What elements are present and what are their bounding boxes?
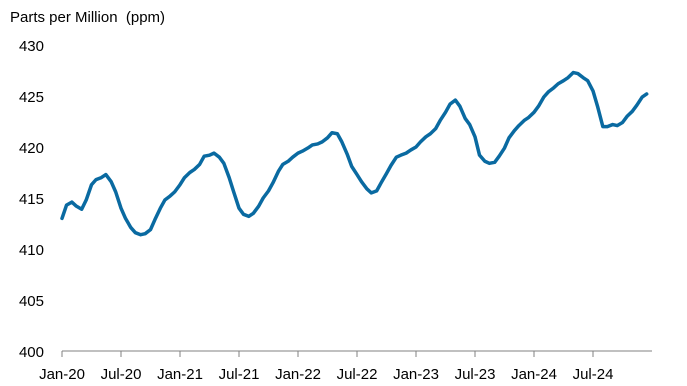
y-axis-unit-label: Parts per Million (ppm) bbox=[10, 9, 166, 26]
x-tick-label: Jan-21 bbox=[157, 366, 203, 383]
x-tick-labels: Jan-20 Jul-20 Jan-21 Jul-21 Jan-22 Jul-22 Jan-… bbox=[39, 366, 613, 383]
x-tick-label: Jul-20 bbox=[101, 366, 142, 383]
x-tick-label: Jan-24 bbox=[511, 366, 557, 383]
y-tick-label: 405 bbox=[19, 293, 44, 310]
x-tick-label: Jul-23 bbox=[455, 366, 496, 383]
co2-series-line bbox=[60, 70, 649, 237]
x-tick-label: Jul-21 bbox=[219, 366, 260, 383]
y-tick-label: 425 bbox=[19, 89, 44, 106]
x-tick-label: Jan-23 bbox=[393, 366, 439, 383]
y-tick-label: 410 bbox=[19, 242, 44, 259]
x-tick-label: Jan-20 bbox=[39, 366, 85, 383]
y-tick-label: 420 bbox=[19, 140, 44, 157]
x-tick-label: Jul-22 bbox=[337, 366, 378, 383]
y-tick-labels: 400 405 410 415 420 425 430 bbox=[19, 38, 44, 361]
x-tick-label: Jan-22 bbox=[275, 366, 321, 383]
y-tick-label: 400 bbox=[19, 344, 44, 361]
axes bbox=[61, 350, 652, 357]
y-tick-label: 430 bbox=[19, 38, 44, 55]
y-tick-label: 415 bbox=[19, 191, 44, 208]
x-tick-label: Jul-24 bbox=[573, 366, 614, 383]
